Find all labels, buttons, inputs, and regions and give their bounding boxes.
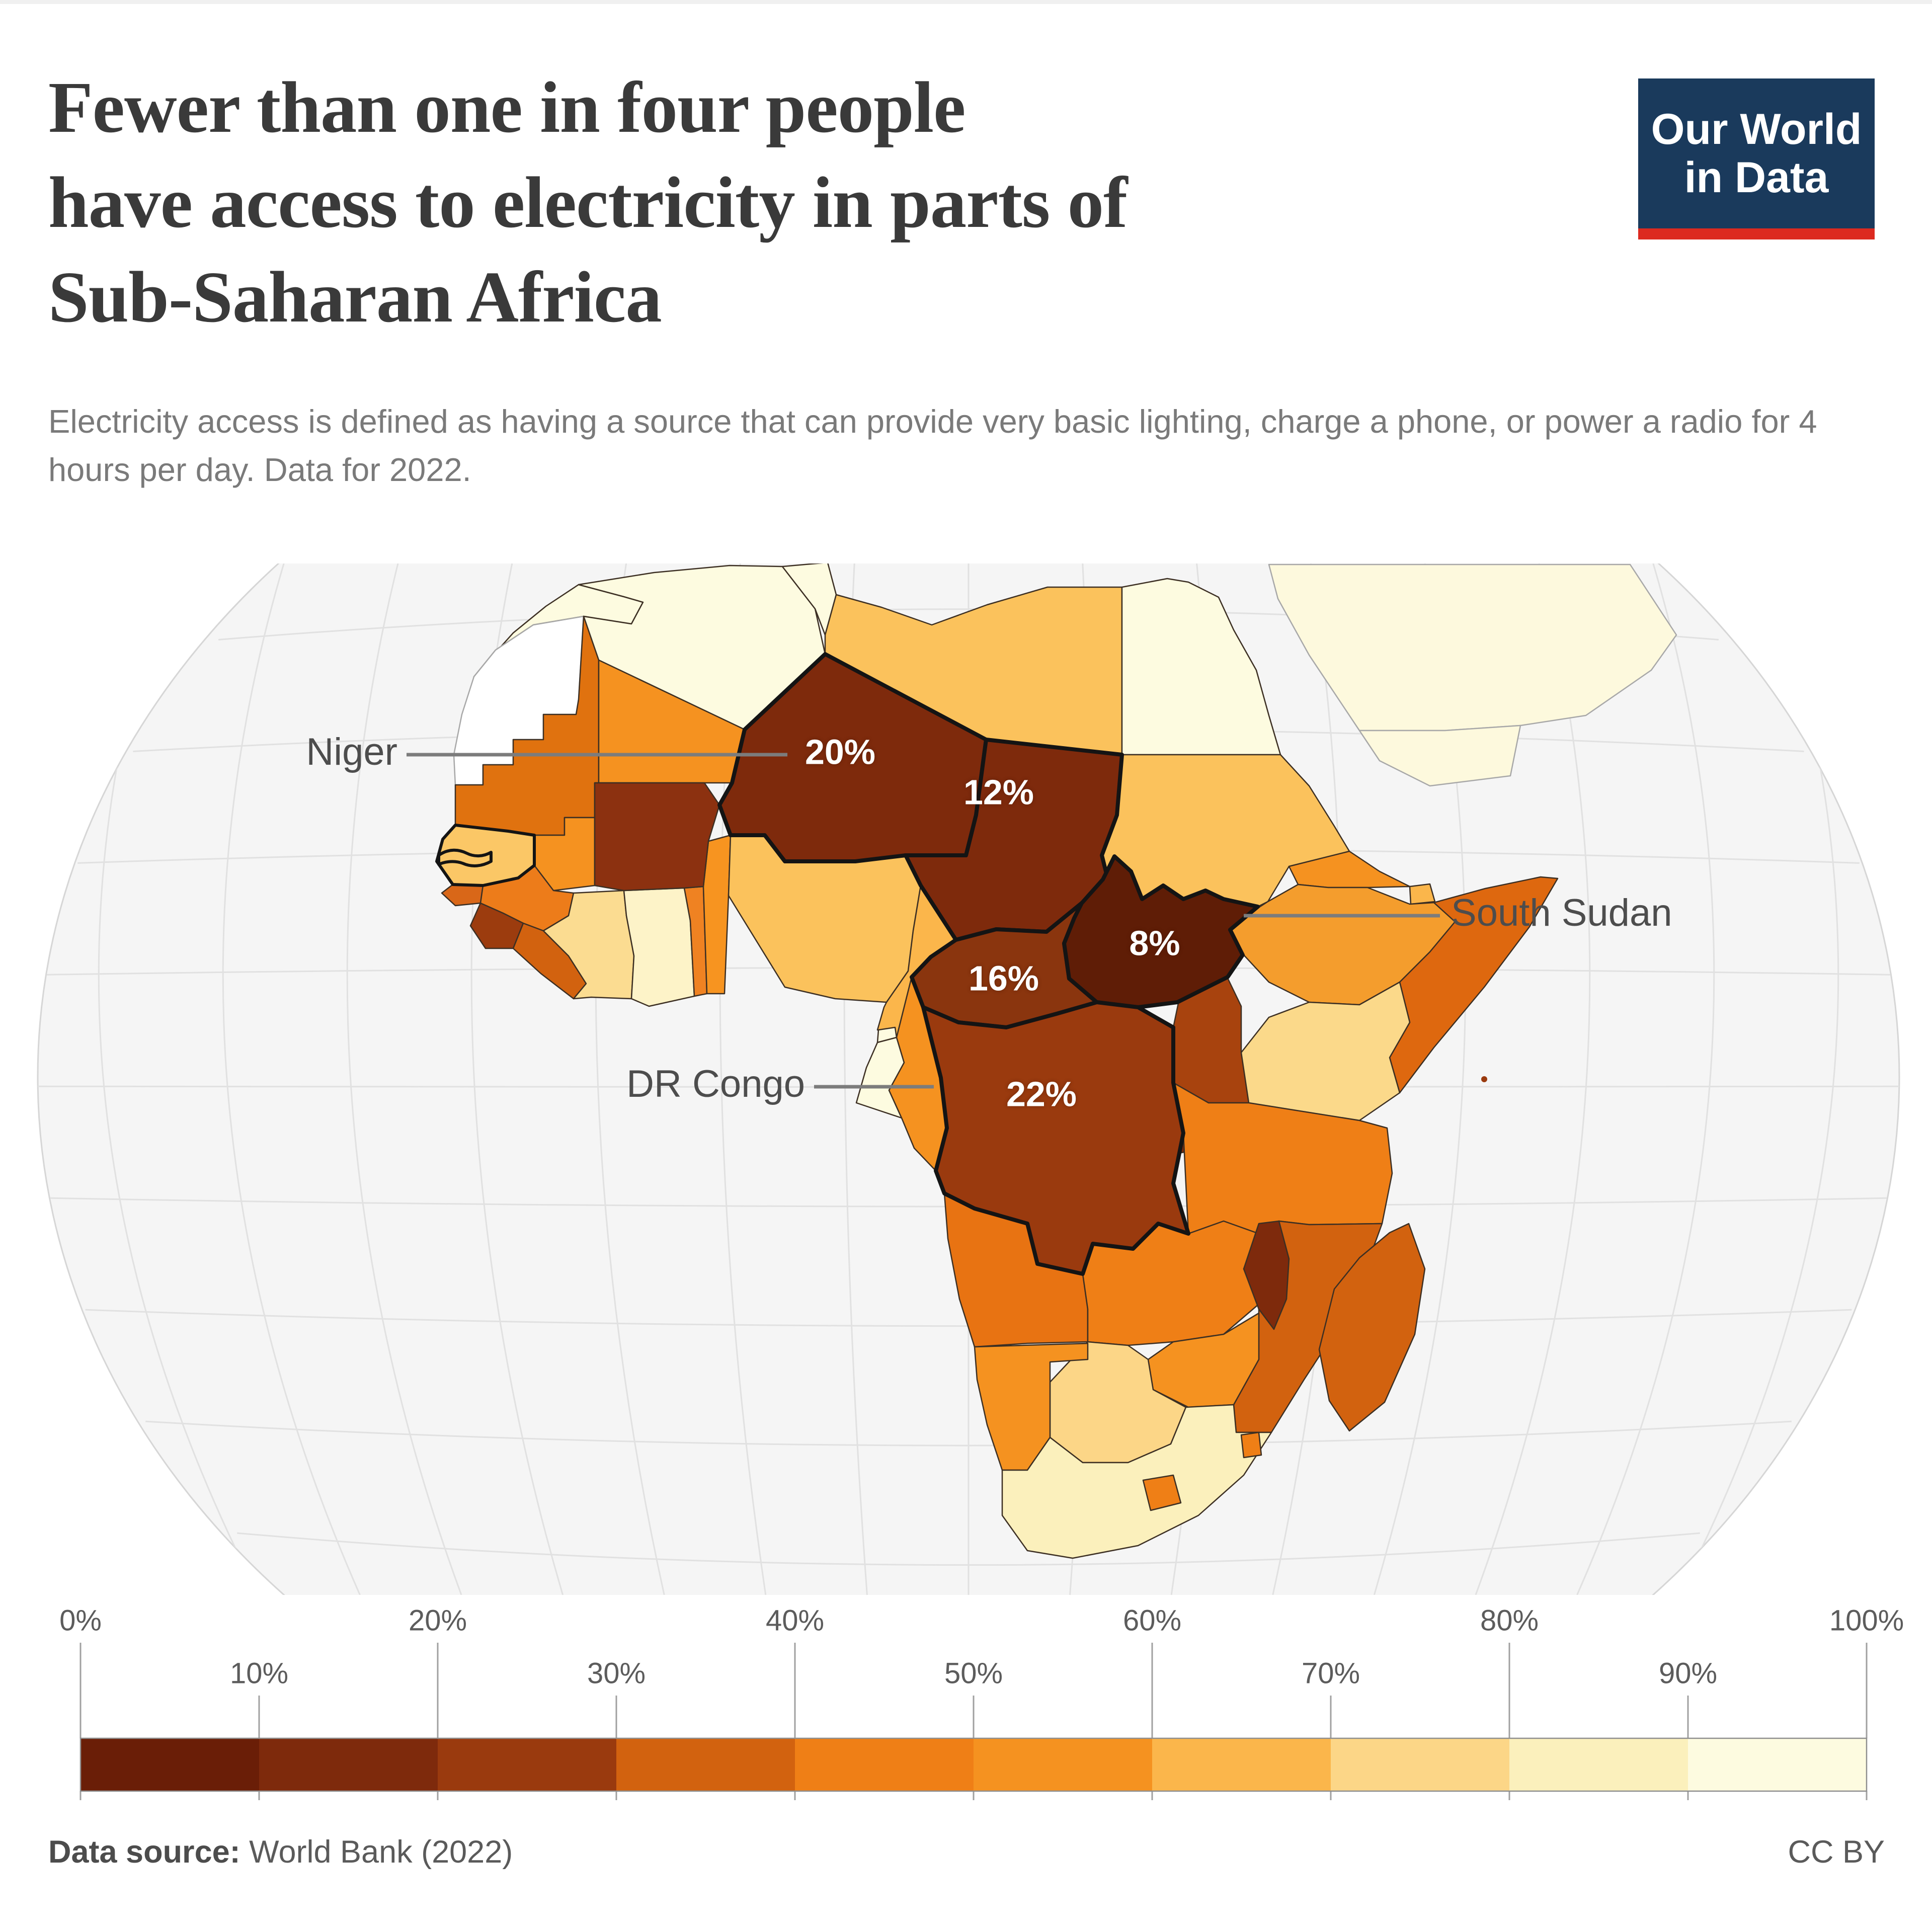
legend-segment-5[interactable] (974, 1738, 1152, 1791)
legend-bar-border (79, 1737, 1868, 1792)
legend-tick-label-30%: 30% (587, 1657, 646, 1689)
data-source-value: World Bank (2022) (240, 1834, 513, 1870)
callout-label-south-sudan: South Sudan (1451, 892, 1672, 934)
callout-label-dr-congo: DR Congo (626, 1063, 805, 1105)
country-djibouti[interactable] (1409, 883, 1436, 905)
legend-segment-1[interactable] (259, 1738, 438, 1791)
chart-subtitle: Electricity access is defined as having … (48, 403, 1817, 489)
country-somalia[interactable] (1389, 876, 1559, 1094)
license-badge[interactable]: CC BY (1788, 1834, 1885, 1870)
legend-tick-label-50%: 50% (944, 1657, 1003, 1689)
legend-tick-label-90%: 90% (1659, 1657, 1717, 1689)
color-legend: 0% 10% 20% 30% 40% 50% 60% 70% 80% 90% 100% (59, 1604, 1904, 1800)
owid-logo[interactable]: Our World in Data (1638, 78, 1875, 239)
country-ghana[interactable] (623, 887, 695, 1007)
value-label-south-sudan: 8% (1129, 923, 1180, 962)
value-label-dr-congo: 22% (1006, 1074, 1077, 1113)
title-line-2: have access to electricity in parts of (48, 162, 1128, 243)
legend-tick-label-0%: 0% (59, 1604, 102, 1637)
africa-choropleth-map: Niger South Sudan DR Congo 20% 12% 16% 8% 22% (37, 564, 1900, 1595)
country-lesotho[interactable] (1142, 1474, 1182, 1511)
country-south-africa[interactable] (1001, 1404, 1272, 1559)
legend-tick-label-20%: 20% (409, 1604, 467, 1637)
country-gambia[interactable] (437, 848, 493, 867)
legend-segment-4[interactable] (795, 1738, 974, 1791)
title-line-3: Sub-Saharan Africa (48, 257, 662, 338)
value-label-central-african-republic: 16% (969, 958, 1039, 998)
legend-segment-3[interactable] (616, 1738, 795, 1791)
top-divider (0, 0, 1932, 4)
owid-logo-line-1: Our World (1651, 105, 1862, 153)
value-label-niger: 20% (805, 732, 875, 771)
chart-footer: Data source: World Bank (2022) CC BY (48, 1834, 1885, 1870)
value-label-chad: 12% (963, 772, 1034, 812)
legend-tick-label-60%: 60% (1123, 1604, 1181, 1637)
data-source: Data source: World Bank (2022) (48, 1834, 513, 1870)
country-dr-congo[interactable] (921, 1000, 1190, 1276)
country-burkina-faso[interactable] (594, 782, 720, 892)
legend-segment-7[interactable] (1331, 1738, 1509, 1791)
legend-segment-0[interactable] (80, 1738, 259, 1791)
legend-tick-label-40%: 40% (766, 1604, 824, 1637)
title-line-1: Fewer than one in four people (48, 67, 965, 148)
legend-segment-8[interactable] (1509, 1738, 1688, 1791)
legend-tick-label-80%: 80% (1480, 1604, 1539, 1637)
data-source-label: Data source: (48, 1834, 240, 1870)
legend-segment-6[interactable] (1152, 1738, 1331, 1791)
chart-title: Fewer than one in four people have acces… (48, 60, 1628, 345)
country-eswatini[interactable] (1240, 1431, 1262, 1459)
country-south-sudan[interactable] (1062, 854, 1260, 1009)
callout-label-niger: Niger (306, 731, 397, 773)
legend-tick-label-70%: 70% (1302, 1657, 1360, 1689)
owid-logo-line-2: in Data (1684, 153, 1829, 202)
country-yemen[interactable] (1358, 725, 1521, 787)
legend-tick-label-10%: 10% (230, 1657, 288, 1689)
country-kenya[interactable] (1240, 981, 1411, 1121)
legend-segment-2[interactable] (438, 1738, 616, 1791)
legend-segment-9[interactable] (1688, 1738, 1867, 1791)
country-comoros[interactable] (1481, 1076, 1487, 1082)
country-madagascar[interactable] (1318, 1223, 1426, 1432)
legend-tick-label-100%: 100% (1829, 1604, 1904, 1637)
